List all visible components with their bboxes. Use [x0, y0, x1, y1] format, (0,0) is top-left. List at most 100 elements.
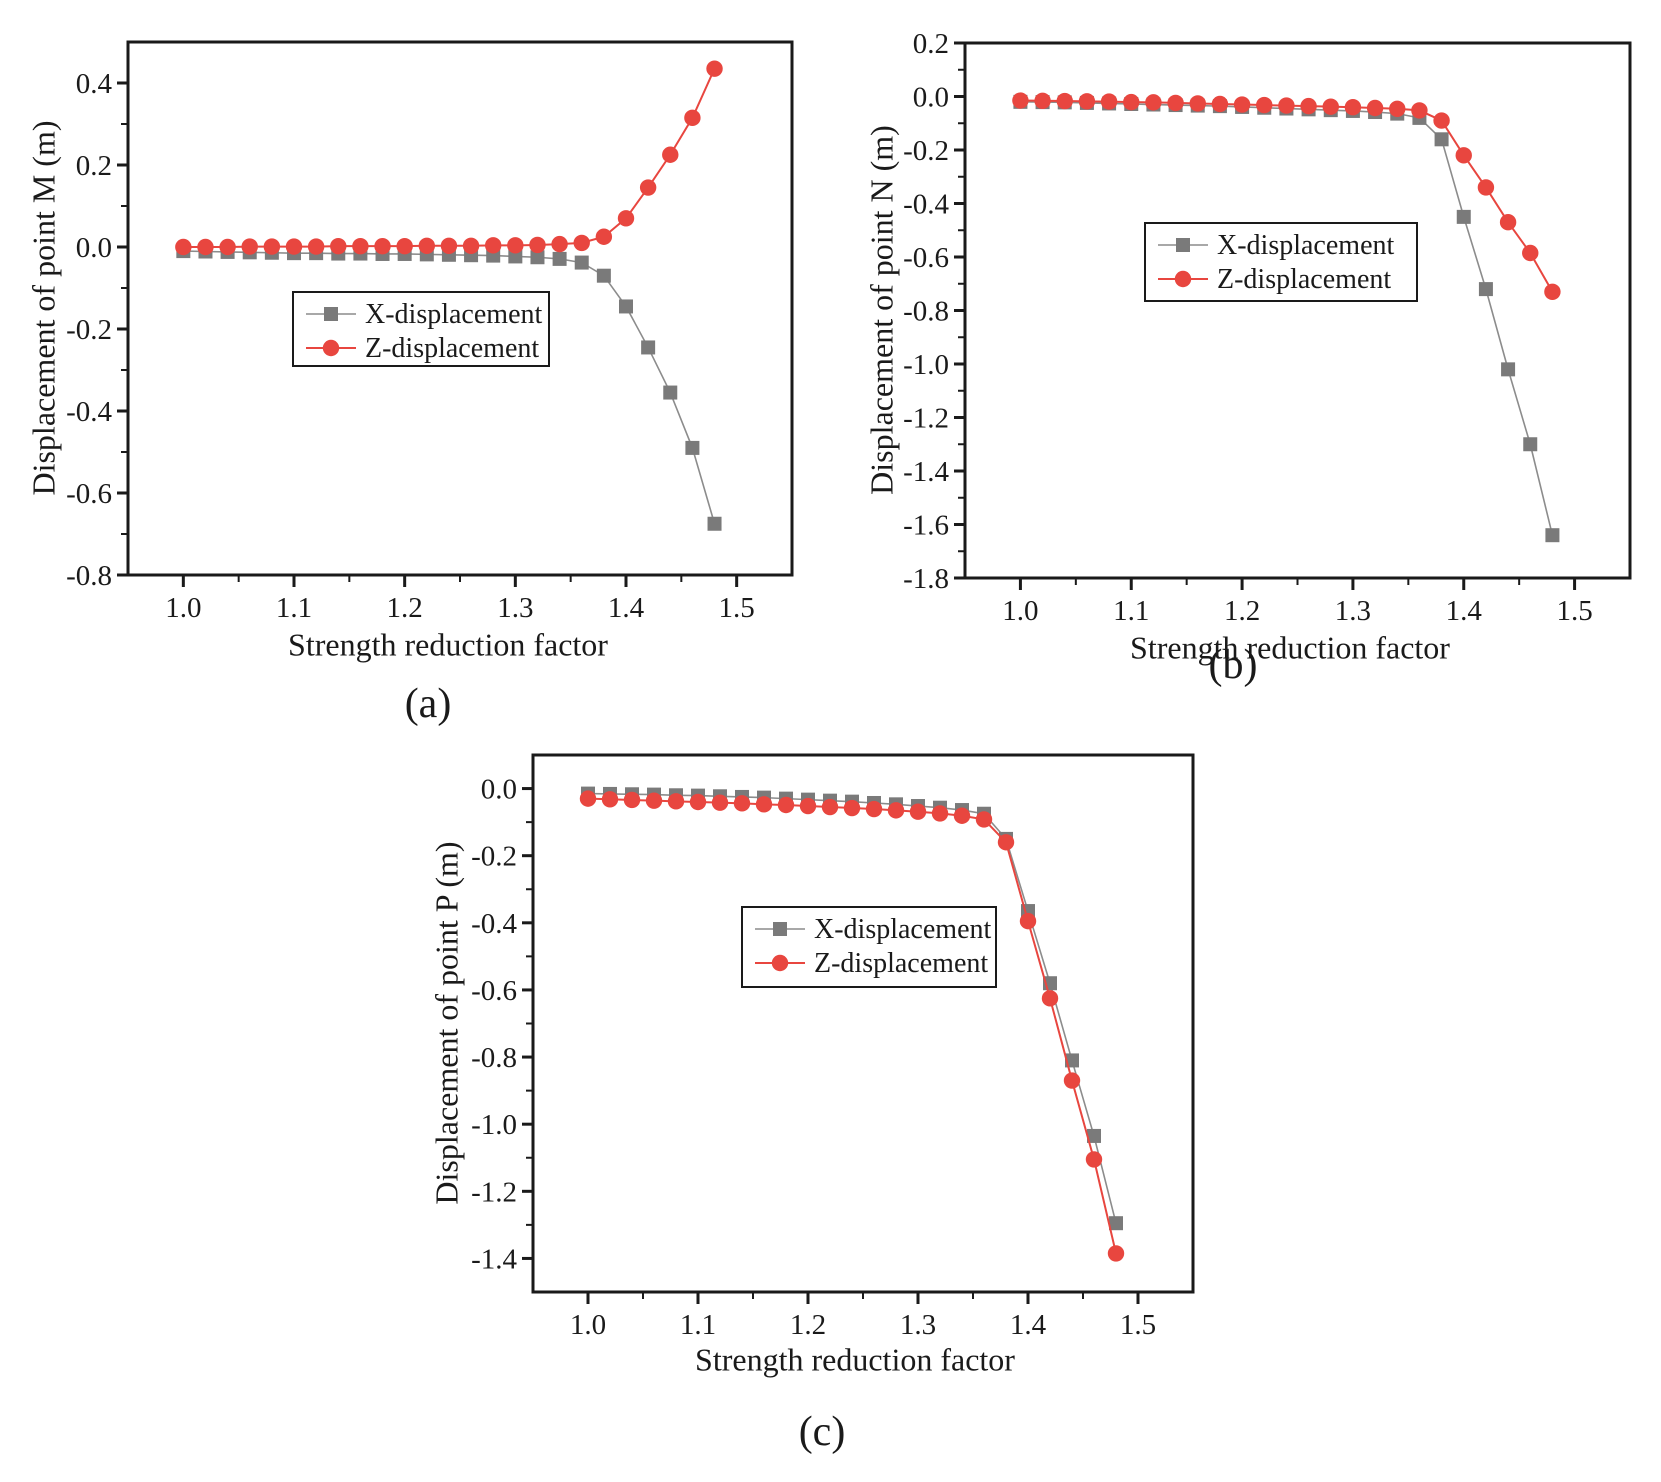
x-tick-label: 1.5: [719, 592, 755, 624]
marker-circle: [821, 798, 839, 816]
y-tick-label: -0.8: [471, 1042, 517, 1074]
x-tick-label: 1.1: [1113, 595, 1149, 627]
marker-circle: [595, 228, 613, 245]
marker-square: [641, 340, 656, 355]
x-tick-label: 1.0: [165, 592, 201, 624]
x-tick-label: 1.1: [680, 1309, 716, 1341]
marker-circle: [440, 237, 458, 254]
marker-circle: [601, 791, 619, 808]
marker-circle: [1078, 93, 1096, 110]
marker-square: [1523, 437, 1538, 452]
y-tick-label: -0.2: [471, 841, 517, 873]
marker-circle: [645, 792, 663, 809]
marker-square: [1109, 1216, 1123, 1231]
marker-circle: [799, 797, 817, 815]
marker-circle: [1085, 1151, 1103, 1168]
marker-circle: [1019, 912, 1037, 930]
y-tick-label: 0.0: [913, 82, 949, 114]
marker-circle: [1322, 98, 1339, 115]
marker-circle: [1145, 94, 1162, 111]
marker-circle: [330, 237, 347, 255]
marker-square: [552, 251, 567, 266]
y-tick-label: -1.0: [471, 1109, 517, 1141]
marker-square: [619, 299, 633, 314]
chart-a-caption: (a): [404, 681, 452, 727]
y-tick-label: -1.4: [471, 1243, 517, 1275]
marker-circle: [307, 238, 325, 255]
marker-circle: [1433, 112, 1450, 129]
chart-c-legend-box: [741, 906, 997, 988]
y-tick-label: -1.6: [903, 510, 949, 542]
marker-circle: [197, 238, 214, 256]
marker-circle: [1366, 99, 1384, 117]
marker-square: [1434, 132, 1449, 147]
chart-c-xaxis-title: Strength reduction factor: [695, 1341, 1015, 1378]
legend-label: X-displacement: [1217, 230, 1394, 261]
marker-circle: [1056, 92, 1073, 110]
chart-c-frame: [531, 753, 1195, 1294]
marker-circle: [1477, 179, 1495, 196]
y-tick-label: -0.8: [66, 560, 112, 592]
marker-circle: [887, 802, 905, 819]
marker-circle: [579, 790, 597, 807]
marker-circle: [551, 235, 568, 253]
marker-circle: [1100, 93, 1118, 110]
marker-circle: [931, 805, 949, 822]
marker-circle: [953, 807, 971, 824]
x-tick-label: 1.2: [1224, 595, 1260, 627]
legend-label: Z-displacement: [365, 333, 539, 364]
marker-circle: [623, 791, 641, 809]
marker-square: [1478, 282, 1493, 297]
legend-square-marker: [324, 307, 338, 321]
y-tick-label: -1.2: [471, 1176, 517, 1208]
marker-circle: [1211, 95, 1229, 113]
marker-square: [1545, 528, 1560, 543]
marker-circle: [617, 210, 635, 227]
marker-square: [574, 255, 589, 270]
series-line-z-displacement: [587, 797, 1117, 1254]
x-tick-label: 1.4: [1010, 1309, 1047, 1341]
marker-circle: [1107, 1245, 1125, 1262]
marker-circle: [263, 238, 281, 255]
y-tick-label: -0.4: [66, 396, 112, 428]
marker-circle: [909, 803, 927, 820]
marker-circle: [843, 799, 861, 817]
chart-b-yaxis-title: Displacement of point N (m): [863, 125, 900, 495]
marker-circle: [529, 236, 546, 254]
marker-square: [1501, 362, 1516, 377]
marker-circle: [285, 238, 303, 255]
marker-circle: [507, 237, 524, 254]
marker-circle: [706, 60, 723, 77]
marker-circle: [1522, 244, 1539, 262]
x-tick-label: 1.4: [1446, 595, 1483, 627]
x-tick-label: 1.2: [387, 592, 423, 624]
legend-label: Z-displacement: [1217, 264, 1391, 295]
y-tick-label: 0.0: [76, 232, 112, 264]
chart-c-yaxis-title: Displacement of point P (m): [428, 841, 465, 1205]
marker-circle: [711, 794, 729, 811]
marker-circle: [175, 238, 192, 256]
legend-circle-marker: [771, 954, 789, 972]
marker-circle: [1278, 97, 1295, 114]
marker-circle: [219, 238, 236, 256]
y-tick-label: 0.0: [481, 774, 517, 806]
legend-circle-marker: [322, 339, 340, 357]
marker-circle: [462, 237, 480, 254]
marker-circle: [1189, 95, 1206, 112]
y-tick-label: -1.0: [903, 349, 949, 381]
marker-circle: [1041, 990, 1059, 1007]
y-tick-label: 0.4: [76, 68, 113, 100]
marker-circle: [352, 237, 369, 255]
marker-square: [530, 250, 545, 265]
marker-circle: [689, 793, 707, 811]
marker-square: [663, 385, 678, 400]
marker-circle: [573, 234, 590, 252]
marker-square: [685, 440, 700, 455]
marker-circle: [777, 796, 795, 814]
y-tick-label: -0.4: [903, 189, 949, 221]
y-tick-label: -0.6: [66, 478, 112, 510]
marker-square: [1456, 209, 1471, 224]
y-tick-label: 0.2: [76, 150, 112, 182]
marker-circle: [1300, 97, 1317, 115]
